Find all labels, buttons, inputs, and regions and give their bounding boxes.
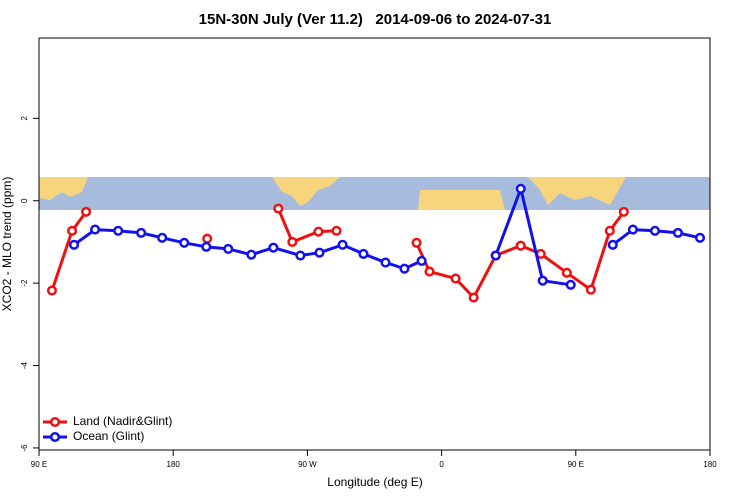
x-tick-label: 90 E (31, 460, 47, 469)
point (561, 267, 572, 278)
point (399, 263, 410, 274)
point (273, 203, 284, 214)
y-tick-label: 2 (20, 116, 29, 121)
legend-marker (49, 431, 61, 443)
point (380, 257, 391, 268)
legend-label: Land (Nadir&Glint) (73, 414, 172, 428)
point (672, 227, 683, 238)
legend-label: Ocean (Glint) (73, 429, 144, 443)
y-axis-label: XCO2 - MLO trend (ppm) (0, 177, 14, 312)
point (68, 239, 80, 250)
plot-frame (38, 37, 711, 451)
point (585, 284, 596, 295)
y-tick-label: 0 (20, 198, 29, 203)
point (694, 232, 706, 243)
point (607, 239, 618, 250)
y-tick-label: -4 (20, 361, 29, 369)
point (202, 233, 213, 244)
point (450, 273, 461, 284)
x-tick-label: 180 (703, 460, 717, 469)
point (424, 266, 435, 277)
y-tick-label: -6 (20, 444, 29, 452)
point (201, 241, 212, 252)
x-tick-label: 0 (439, 460, 444, 469)
point (649, 225, 661, 236)
point (90, 224, 101, 235)
point (67, 225, 78, 236)
point (565, 279, 576, 290)
point (179, 237, 190, 248)
x-tick-label: 90 E (568, 460, 584, 469)
point (295, 250, 306, 261)
point (358, 248, 369, 259)
point (515, 240, 526, 251)
point (136, 227, 147, 238)
point (246, 249, 257, 260)
point (331, 225, 342, 236)
x-tick-label: 180 (167, 460, 181, 469)
point (337, 239, 348, 250)
chart-title: 15N-30N July (Ver 11.2) 2014-09-06 to 20… (199, 11, 552, 28)
point (416, 255, 427, 266)
point (287, 236, 298, 247)
point (468, 292, 479, 303)
y-tick-label: -2 (20, 279, 29, 287)
point (490, 250, 501, 261)
point (313, 226, 324, 237)
point (81, 206, 92, 217)
point (46, 285, 58, 296)
legend-marker (49, 416, 61, 428)
point (223, 243, 234, 254)
point (314, 247, 325, 258)
point (515, 183, 526, 194)
point (604, 225, 615, 236)
point (157, 232, 168, 243)
point (618, 206, 629, 217)
point (411, 237, 422, 248)
point (627, 224, 638, 235)
point (268, 242, 279, 253)
point (537, 275, 548, 286)
map-strip (39, 177, 710, 210)
point (113, 225, 124, 236)
x-axis-label: Longitude (deg E) (327, 475, 422, 489)
x-tick-label: 90 W (298, 460, 317, 469)
